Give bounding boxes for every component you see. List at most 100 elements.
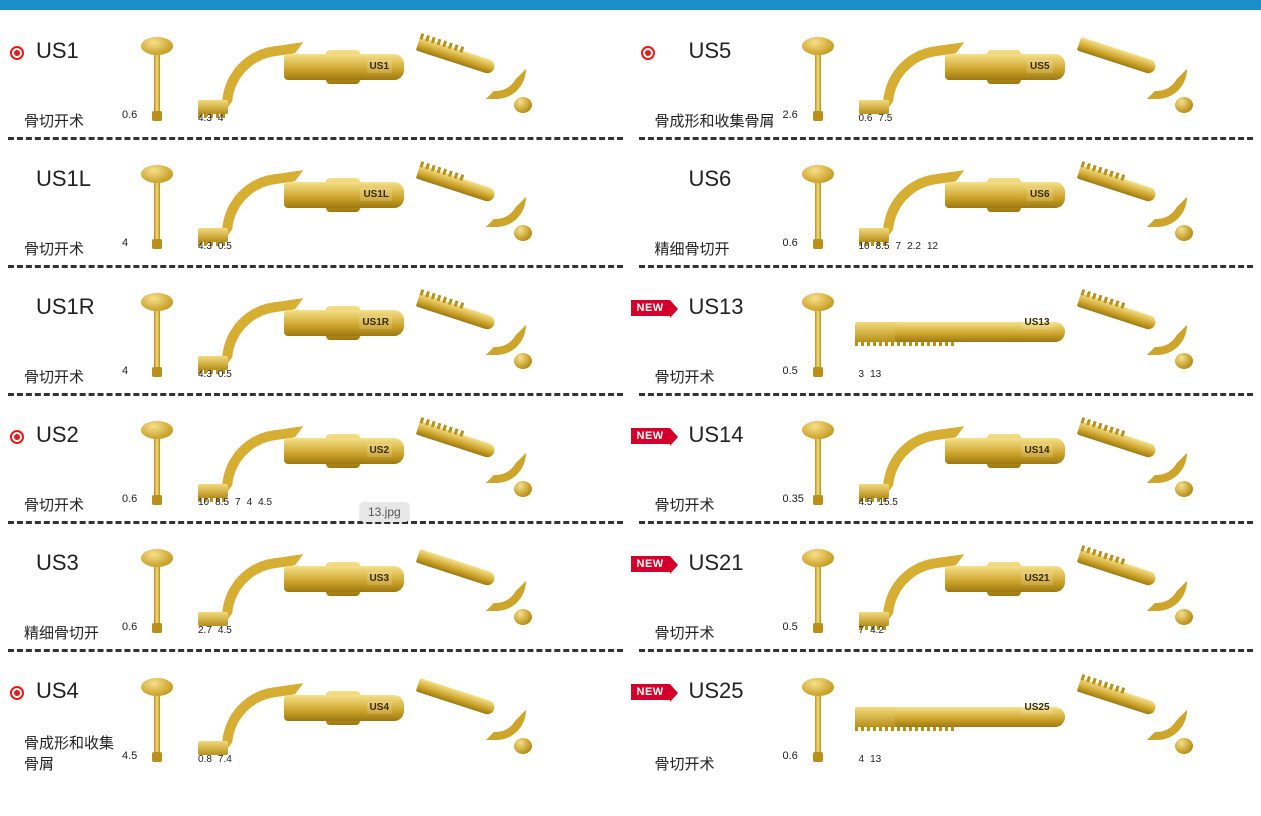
front-dimension: 0.6 <box>122 621 137 633</box>
side-dimensions: 4.515.5 <box>859 497 898 508</box>
front-dimension: 0.6 <box>783 750 798 762</box>
product-images: 4US1R4.30.5 <box>128 276 623 393</box>
dimension-value: 4.5 <box>258 497 272 508</box>
product-images: 0.5 US13 313 <box>789 276 1254 393</box>
engraving-label: US13 <box>1021 316 1052 329</box>
dimension-value: 0.8 <box>198 754 212 765</box>
engraving-label: US5 <box>1027 60 1052 73</box>
model-name: US2 <box>36 422 128 448</box>
top-accent-bar <box>0 0 1261 10</box>
perspective-view <box>416 167 536 247</box>
model-name: US6 <box>689 166 789 192</box>
front-dimension: 0.6 <box>783 237 798 249</box>
dimension-value: 7.4 <box>218 754 232 765</box>
catalog-grid: US1骨切开术0.6US14.34US1L骨切开术4US1L4.30.5US1R… <box>0 12 1261 780</box>
label-column: NEWUS25骨切开术 <box>639 660 789 780</box>
side-view: US25413 <box>855 677 1065 763</box>
front-dimension: 4 <box>122 237 128 249</box>
perspective-view <box>1077 551 1197 631</box>
side-view: US1R4.30.5 <box>194 292 404 378</box>
product-subtitle: 骨切开术 <box>24 110 84 131</box>
side-dimensions: 10 8.5 7 2.2 12 <box>859 241 939 252</box>
bullet-icon <box>10 686 24 700</box>
side-dimensions: 2.74.5 <box>198 625 232 636</box>
front-view: 2.6 <box>793 37 843 121</box>
product-images: 0.6US6108.572.212 <box>789 148 1254 265</box>
engraving-label: US3 <box>367 572 392 585</box>
product-subtitle: 骨切开术 <box>655 494 715 515</box>
product-images: 2.6 US5 0.67.5 <box>789 20 1254 137</box>
perspective-view <box>416 39 536 119</box>
model-name: US4 <box>36 678 128 704</box>
new-badge: NEW <box>631 556 670 572</box>
bullet-icon <box>10 46 24 60</box>
bullet-icon <box>10 430 24 444</box>
product-images: 4.5US40.87.4 <box>128 660 623 780</box>
dimension-value: 7 <box>896 241 902 252</box>
label-column: US4骨成形和收集骨屑 <box>8 660 128 780</box>
perspective-view <box>416 423 536 503</box>
dimension-value: 0.5 <box>218 241 232 252</box>
product-row: US4骨成形和收集骨屑4.5US4 0.8 7.4 <box>8 652 623 780</box>
engraving-label: US2 <box>367 444 392 457</box>
dimension-value: 2.7 <box>198 625 212 636</box>
product-subtitle: 骨切开术 <box>24 494 84 515</box>
front-dimension: 0.5 <box>783 621 798 633</box>
product-subtitle: 骨切开术 <box>655 753 715 774</box>
front-view: 0.6 <box>793 165 843 249</box>
perspective-view <box>416 295 536 375</box>
perspective-view <box>416 680 536 760</box>
side-dimensions: 108.5744.5 <box>198 497 272 508</box>
dimension-value: 4 <box>859 754 865 765</box>
front-view: 4.5 <box>132 678 182 762</box>
dimension-value: 8.5 <box>876 241 890 252</box>
dimension-value: 4.3 <box>198 241 212 252</box>
product-row: US3精细骨切开0.6US32.74.5 <box>8 524 623 652</box>
label-column: US2 骨切开术 <box>8 404 128 521</box>
front-dimension: 0.6 <box>122 109 137 121</box>
label-column: US6精细骨切开 <box>639 148 789 265</box>
front-view: 0.5 <box>793 549 843 633</box>
model-name: US14 <box>689 422 789 448</box>
side-dimensions: 313 <box>859 369 882 380</box>
side-dimensions: 0.8 7.4 <box>198 754 232 765</box>
dimension-value: 3 <box>859 369 865 380</box>
side-view: US2174.2 <box>855 548 1065 634</box>
side-view: US1 4.34 <box>194 36 404 122</box>
engraving-label: US25 <box>1021 701 1052 714</box>
dimension-value: 4 <box>247 497 253 508</box>
product-row: US5骨成形和收集骨屑2.6US50.67.5 <box>639 12 1254 140</box>
dimension-value: 7 <box>235 497 241 508</box>
product-row: NEWUS25骨切开术0.6US25413 <box>639 652 1254 780</box>
perspective-view <box>1077 39 1197 119</box>
product-row: US2骨切开术0.6US2108.5744.5 <box>8 396 623 524</box>
side-dimensions: 4.3 0.5 <box>198 241 232 252</box>
dimension-value: 12 <box>927 241 938 252</box>
front-view: 0.5 <box>793 293 843 377</box>
filename-tooltip: 13.jpg <box>360 502 409 522</box>
product-row: US6精细骨切开0.6US6108.572.212 <box>639 140 1254 268</box>
perspective-view <box>1077 423 1197 503</box>
side-dimensions: 0.67.5 <box>859 113 893 124</box>
dimension-value: 7.5 <box>878 113 892 124</box>
front-view: 0.6 <box>793 678 843 762</box>
perspective-view <box>1077 167 1197 247</box>
front-view: 0.6 <box>132 37 182 121</box>
label-column: NEWUS13骨切开术 <box>639 276 789 393</box>
product-images: 4US1L4.30.5 <box>128 148 623 265</box>
perspective-view <box>1077 295 1197 375</box>
side-dimensions: 4.34 <box>198 113 223 124</box>
engraving-label: US1 <box>367 60 392 73</box>
dimension-value: 2.2 <box>907 241 921 252</box>
engraving-label: US21 <box>1021 572 1052 585</box>
front-dimension: 0.6 <box>122 493 137 505</box>
dimension-value: 10 <box>859 241 870 252</box>
dimension-value: 15.5 <box>878 497 897 508</box>
bullet-icon <box>641 46 655 60</box>
engraving-label: US14 <box>1021 444 1052 457</box>
product-images: 0.5US2174.2 <box>789 532 1254 649</box>
front-dimension: 0.35 <box>783 493 804 505</box>
front-view: 0.6 <box>132 549 182 633</box>
front-view: 0.6 <box>132 421 182 505</box>
front-view: 0.35 <box>793 421 843 505</box>
